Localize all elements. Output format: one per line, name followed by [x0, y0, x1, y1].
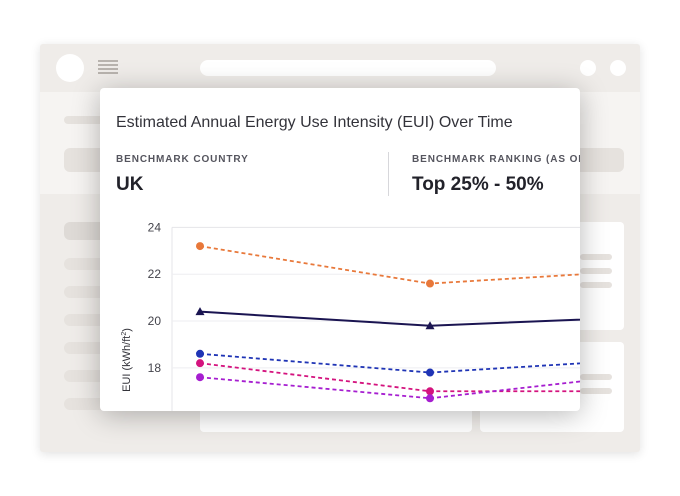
y-tick-label: 22: [148, 267, 162, 281]
series-line-navy: [199, 310, 580, 327]
data-point-orange[interactable]: [196, 242, 204, 251]
y-tick-label: 20: [148, 314, 162, 328]
window-control-icon[interactable]: [610, 60, 626, 76]
browser-chrome: [40, 44, 640, 92]
avatar[interactable]: [56, 54, 84, 82]
series-line-orange: [199, 245, 580, 285]
y-axis-title: EUI (kWh/ft2): [121, 328, 133, 392]
data-point-navy[interactable]: [425, 321, 435, 330]
data-point-magenta[interactable]: [426, 387, 434, 396]
y-tick-label: 18: [148, 361, 162, 375]
card-title: Estimated Annual Energy Use Intensity (E…: [116, 114, 513, 131]
placeholder-bar: [580, 388, 612, 394]
data-point-purple[interactable]: [426, 394, 434, 403]
address-bar[interactable]: [200, 60, 496, 76]
y-tick-label: 24: [148, 220, 162, 234]
eui-card: Estimated Annual Energy Use Intensity (E…: [100, 88, 580, 411]
data-point-blue[interactable]: [196, 349, 204, 358]
placeholder-bar: [580, 282, 612, 288]
eui-line-chart: 18 20 22 24 EUI (kWh/ft2): [121, 220, 580, 411]
menu-icon[interactable]: [98, 60, 118, 76]
window-control-icon[interactable]: [580, 60, 596, 76]
benchmark-country-value: UK: [116, 174, 144, 195]
benchmark-ranking-label: BENCHMARK RANKING (AS OF: [412, 154, 580, 165]
benchmark-country-label: BENCHMARK COUNTRY: [116, 154, 249, 165]
benchmark-ranking-value: Top 25% - 50%: [412, 174, 544, 195]
data-point-orange[interactable]: [426, 279, 434, 288]
placeholder-bar: [580, 254, 612, 260]
series-line-purple: [199, 376, 580, 400]
divider: [388, 152, 389, 196]
placeholder-bar: [580, 374, 612, 380]
placeholder-bar: [64, 116, 124, 124]
placeholder-bar: [580, 268, 612, 274]
data-point-magenta[interactable]: [196, 359, 204, 368]
data-point-blue[interactable]: [426, 368, 434, 377]
data-point-navy[interactable]: [195, 307, 205, 316]
data-point-purple[interactable]: [196, 373, 204, 382]
